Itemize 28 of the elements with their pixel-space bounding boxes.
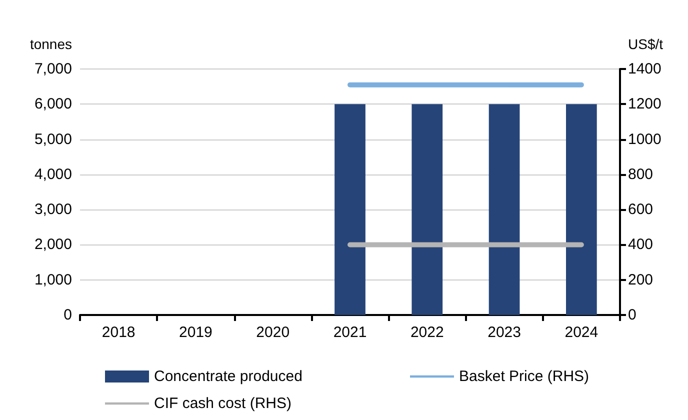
- y-tick-label: 0: [64, 306, 72, 324]
- y2-tick-label: 200: [628, 271, 654, 288]
- y2-tick-label: 800: [628, 166, 654, 183]
- x-tick-label: 2023: [488, 324, 521, 341]
- x-tick-label: 2020: [256, 324, 290, 341]
- x-tick-label: 2022: [410, 324, 444, 341]
- y-tick-label: 3,000: [34, 201, 72, 218]
- y-tick-label: 6,000: [34, 96, 72, 113]
- y2-tick-label: 600: [628, 201, 654, 218]
- y-tick-label: 4,000: [34, 166, 72, 183]
- legend-label: CIF cash cost (RHS): [154, 395, 292, 412]
- x-tick-label: 2021: [333, 324, 367, 341]
- legend-label: Concentrate produced: [154, 368, 302, 385]
- y2-tick-label: 1000: [628, 130, 662, 148]
- y-tick-label: 5,000: [34, 130, 72, 148]
- y2-axis-title: US$/t: [628, 36, 664, 52]
- y2-tick-label: 1200: [628, 96, 662, 113]
- y2-tick-label: 400: [628, 236, 654, 254]
- x-tick-label: 2019: [179, 324, 212, 341]
- x-tick-label: 2024: [564, 324, 598, 341]
- y-axis-title: tonnes: [30, 36, 72, 52]
- y-tick-label: 1,000: [34, 271, 72, 288]
- y2-tick-label: 1400: [628, 60, 662, 78]
- y-tick-label: 2,000: [34, 236, 72, 254]
- y2-tick-label: 0: [628, 306, 636, 324]
- y-tick-label: 7,000: [34, 60, 72, 78]
- x-tick-label: 2018: [102, 324, 136, 341]
- legend-label: Basket Price (RHS): [459, 368, 590, 385]
